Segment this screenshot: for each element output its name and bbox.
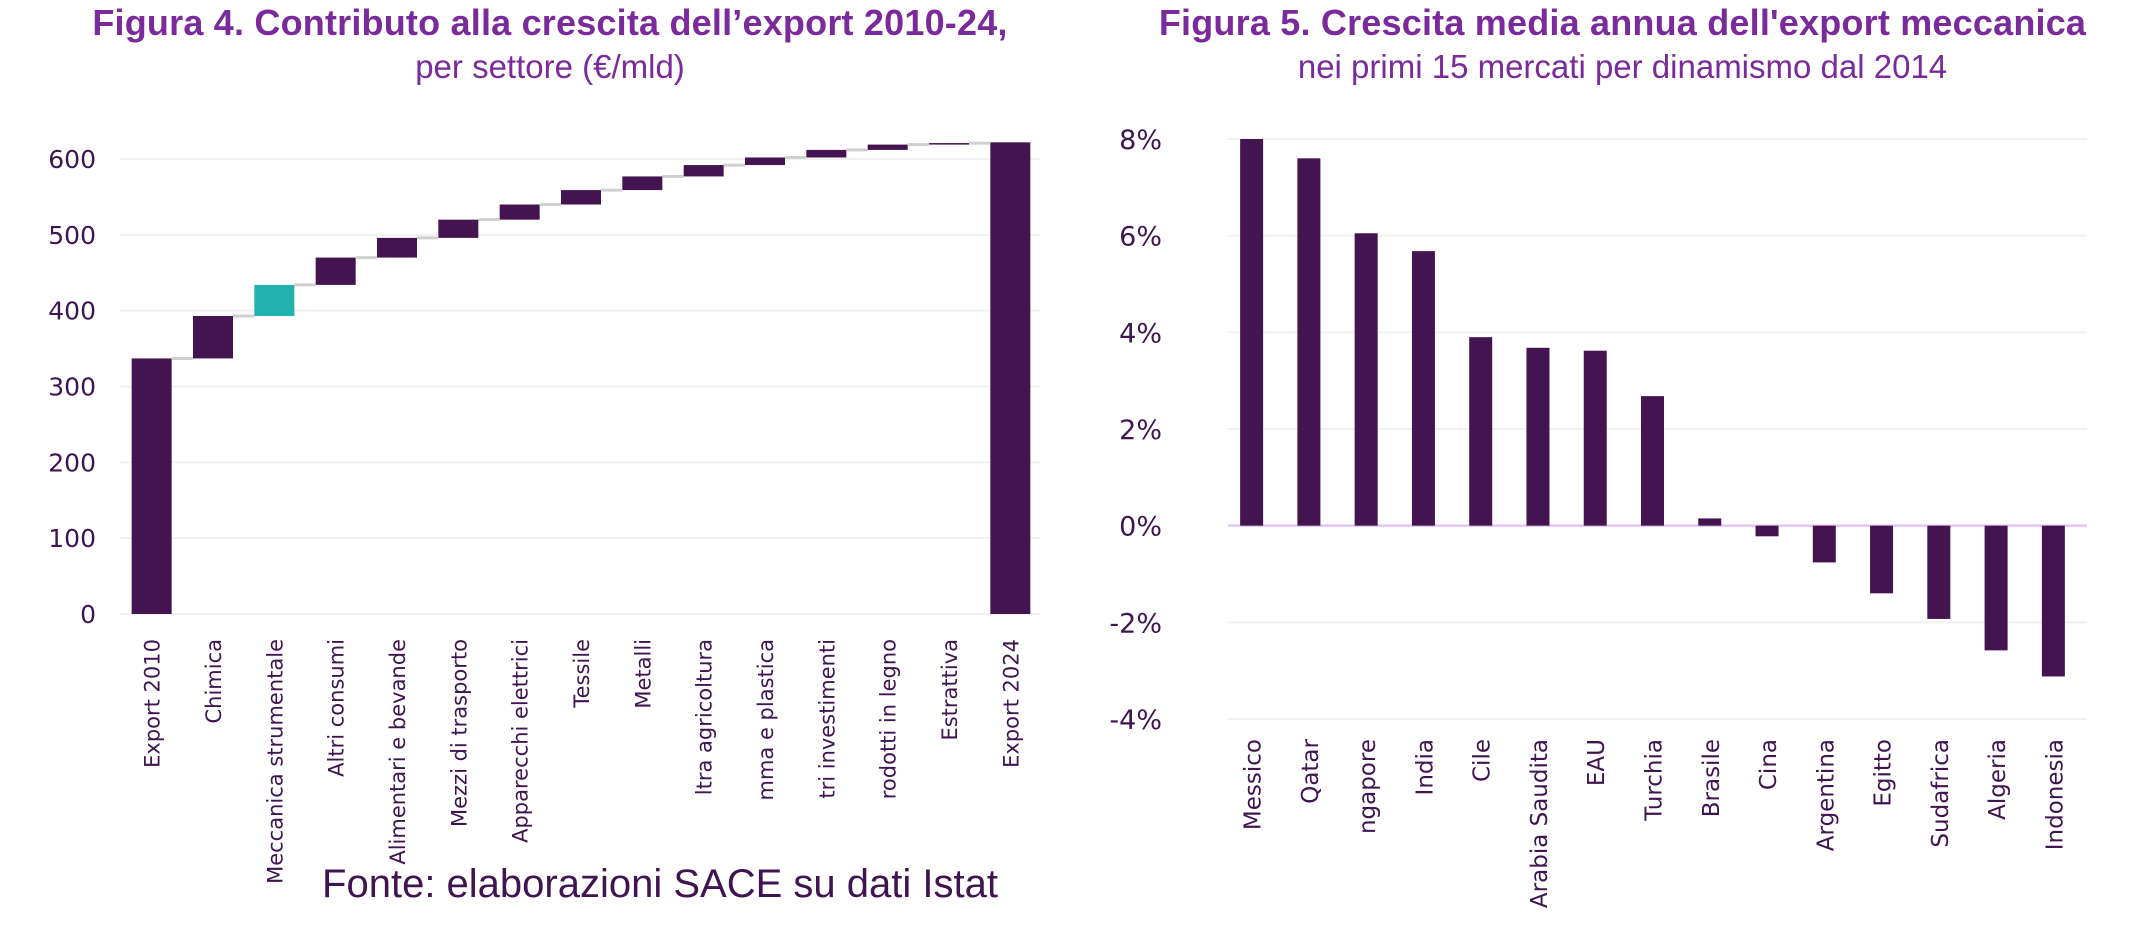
x-tick-label: Turchia	[1642, 739, 1668, 822]
y-tick-label: 0%	[1119, 512, 1162, 543]
growth-bar	[1411, 251, 1435, 526]
x-tick-label: Meccanica strumentale	[263, 639, 287, 884]
y-tick-label: -4%	[1109, 705, 1162, 736]
growth-bar	[1526, 347, 1550, 526]
waterfall-bar	[929, 143, 969, 145]
waterfall-bar	[806, 149, 847, 158]
y-tick-label: -2%	[1109, 608, 1162, 639]
x-tick-label: EAU	[1584, 739, 1610, 786]
growth-bar	[1755, 525, 1779, 537]
waterfall-bar	[561, 190, 601, 205]
y-tick-label: 400	[48, 297, 96, 326]
waterfall-bar	[745, 157, 785, 166]
x-tick-label: Altri consumi	[325, 639, 349, 777]
x-tick-label: Brasile	[1699, 739, 1725, 817]
x-tick-label: Mezzi di trasporto	[447, 639, 471, 827]
figure-4-title-block: Figura 4. Contributo alla crescita dell’…	[0, 2, 1100, 86]
x-tick-label: Algeria	[1985, 739, 2011, 820]
x-tick-label: ngapore	[1355, 739, 1381, 834]
growth-bar	[1927, 525, 1951, 619]
x-tick-label: Cile	[1470, 739, 1496, 782]
y-tick-label: 6%	[1119, 222, 1162, 253]
waterfall-bar	[867, 144, 908, 150]
growth-bar	[1698, 518, 1722, 526]
x-tick-label: Alimentari e bevande	[386, 639, 410, 865]
figure-5-subtitle: nei primi 15 mercati per dinamismo dal 2…	[1297, 48, 1948, 85]
x-tick-label: Egitto	[1871, 739, 1897, 807]
growth-bar	[1297, 158, 1321, 526]
waterfall-bar	[377, 237, 417, 258]
x-tick-label: Metalli	[631, 639, 655, 709]
waterfall-bar	[622, 176, 663, 191]
x-tick-label: Sudafrica	[1928, 739, 1954, 848]
x-tick-label: mma e plastica	[754, 639, 778, 801]
x-tick-label: tri investimenti	[815, 639, 839, 799]
y-tick-label: 2%	[1119, 415, 1162, 446]
x-tick-label: Cina	[1756, 739, 1782, 790]
figure-4-subtitle: per settore (€/mld)	[415, 48, 685, 85]
growth-bar	[1354, 233, 1378, 526]
growth-bar	[1984, 525, 2008, 651]
waterfall-bar	[990, 142, 1031, 615]
growth-bar	[2041, 525, 2065, 677]
growth-bar	[1469, 337, 1493, 526]
waterfall-bar	[254, 284, 295, 316]
x-tick-label: Arabia Saudita	[1527, 739, 1553, 908]
y-tick-label: 300	[48, 373, 96, 402]
growth-bar	[1641, 396, 1664, 526]
x-tick-label: Estrattiva	[938, 639, 962, 741]
y-tick-label: 4%	[1119, 318, 1162, 349]
waterfall-bar	[131, 358, 172, 614]
growth-bar	[1240, 139, 1264, 526]
figure-4-title: Figura 4. Contributo alla crescita dell’…	[92, 2, 1008, 43]
x-tick-label: Tessile	[570, 639, 594, 709]
x-tick-label: rodotti in legno	[877, 639, 901, 799]
x-tick-label: ltra agricoltura	[693, 639, 717, 795]
waterfall-bar	[683, 165, 724, 177]
y-tick-label: 8%	[1119, 125, 1162, 156]
y-tick-label: 500	[48, 221, 96, 250]
x-tick-label: Μessico	[1241, 739, 1267, 830]
waterfall-bar	[499, 204, 540, 220]
y-tick-label: 100	[48, 524, 96, 553]
x-tick-label: Argentina	[1813, 739, 1839, 851]
y-tick-label: 0	[80, 600, 96, 629]
x-tick-label: Chimica	[202, 639, 226, 724]
waterfall-bar	[193, 315, 233, 359]
x-tick-label: India	[1412, 739, 1438, 795]
x-tick-label: Export 2024	[999, 639, 1023, 768]
x-tick-label: Export 2010	[141, 639, 165, 768]
figure-5-title-block: Figura 5. Crescita media annua dell'expo…	[1100, 2, 2145, 86]
figure-5-title: Figura 5. Crescita media annua dell'expo…	[1158, 2, 2087, 43]
waterfall-chart: 0 100 200 300 400 500 600 Export 2010 Chimica Mec…	[48, 141, 1040, 884]
x-tick-label: Indonesia	[2042, 739, 2068, 850]
waterfall-bar	[438, 219, 479, 238]
x-tick-label: Apparecchi elettrici	[509, 639, 533, 843]
waterfall-bar	[315, 257, 356, 285]
source-note: Fonte: elaborazioni SACE su dati Istat	[322, 862, 998, 906]
growth-bar	[1583, 350, 1607, 526]
y-tick-label: 200	[48, 448, 96, 477]
growth-bar	[1870, 525, 1894, 594]
growth-bar	[1812, 525, 1836, 563]
y-tick-label: 600	[48, 145, 96, 174]
x-tick-label: Qatar	[1298, 738, 1324, 803]
